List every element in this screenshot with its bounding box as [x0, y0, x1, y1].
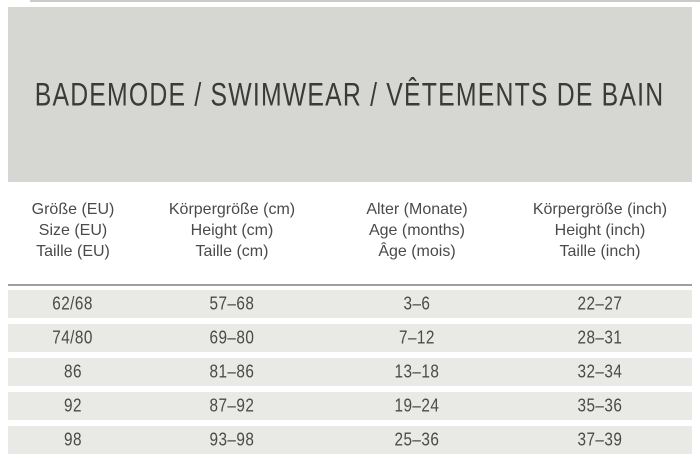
table-row-86: 86 81–86 13–18 32–34 — [8, 358, 692, 386]
column-header-age-months: Alter (Monate) Age (months) Âge (mois) — [326, 199, 508, 262]
cell-height-inch: 28–31 — [577, 327, 623, 348]
header-line-en: Size (EU) — [38, 222, 108, 239]
page-title: BADEMODE / SWIMWEAR / VÊTEMENTS DE BAIN — [35, 75, 665, 113]
header-line-fr: Taille (inch) — [559, 243, 641, 260]
cell-height-inch: 35–36 — [577, 395, 623, 416]
header-line-de: Größe (EU) — [31, 201, 115, 218]
cell-age-months: 19–24 — [394, 395, 440, 416]
table-row-74-80: 74/80 69–80 7–12 28–31 — [8, 324, 692, 352]
cell-height-inch: 22–27 — [577, 293, 623, 314]
table-header-row: Größe (EU) Size (EU) Taille (EU) Körperg… — [8, 199, 692, 262]
cell-height-inch: 32–34 — [577, 361, 623, 382]
header-line-de: Körpergröße (cm) — [168, 201, 296, 218]
page-top-edge-line — [30, 0, 700, 2]
column-header-size-eu: Größe (EU) Size (EU) Taille (EU) — [8, 199, 138, 262]
header-line-de: Alter (Monate) — [366, 201, 468, 218]
title-banner: BADEMODE / SWIMWEAR / VÊTEMENTS DE BAIN — [8, 7, 692, 182]
cell-height-inch: 37–39 — [577, 429, 623, 450]
cell-age-months: 13–18 — [394, 361, 440, 382]
cell-size: 98 — [64, 429, 82, 450]
cell-height-cm: 87–92 — [209, 395, 255, 416]
header-line-fr: Taille (cm) — [195, 243, 269, 260]
cell-height-cm: 81–86 — [209, 361, 255, 382]
header-line-en: Height (inch) — [554, 222, 646, 239]
column-header-height-inch: Körpergröße (inch) Height (inch) Taille … — [508, 199, 692, 262]
header-line-de: Körpergröße (inch) — [532, 201, 668, 218]
table-row-98: 98 93–98 25–36 37–39 — [8, 426, 692, 454]
cell-height-cm: 69–80 — [209, 327, 255, 348]
header-line-fr: Taille (EU) — [36, 243, 110, 260]
cell-size: 74/80 — [52, 327, 94, 348]
header-line-en: Height (cm) — [190, 222, 274, 239]
table-row-92: 92 87–92 19–24 35–36 — [8, 392, 692, 420]
cell-height-cm: 93–98 — [209, 429, 255, 450]
table-top-rule — [8, 284, 692, 286]
header-line-fr: Âge (mois) — [378, 243, 456, 260]
cell-age-months: 7–12 — [399, 327, 435, 348]
table-row-62-68: 62/68 57–68 3–6 22–27 — [8, 290, 692, 318]
column-header-height-cm: Körpergröße (cm) Height (cm) Taille (cm) — [138, 199, 326, 262]
cell-age-months: 3–6 — [403, 293, 431, 314]
cell-size: 62/68 — [52, 293, 94, 314]
cell-size: 92 — [64, 395, 82, 416]
cell-size: 86 — [64, 361, 82, 382]
header-line-en: Age (months) — [368, 222, 466, 239]
cell-age-months: 25–36 — [394, 429, 440, 450]
cell-height-cm: 57–68 — [209, 293, 255, 314]
